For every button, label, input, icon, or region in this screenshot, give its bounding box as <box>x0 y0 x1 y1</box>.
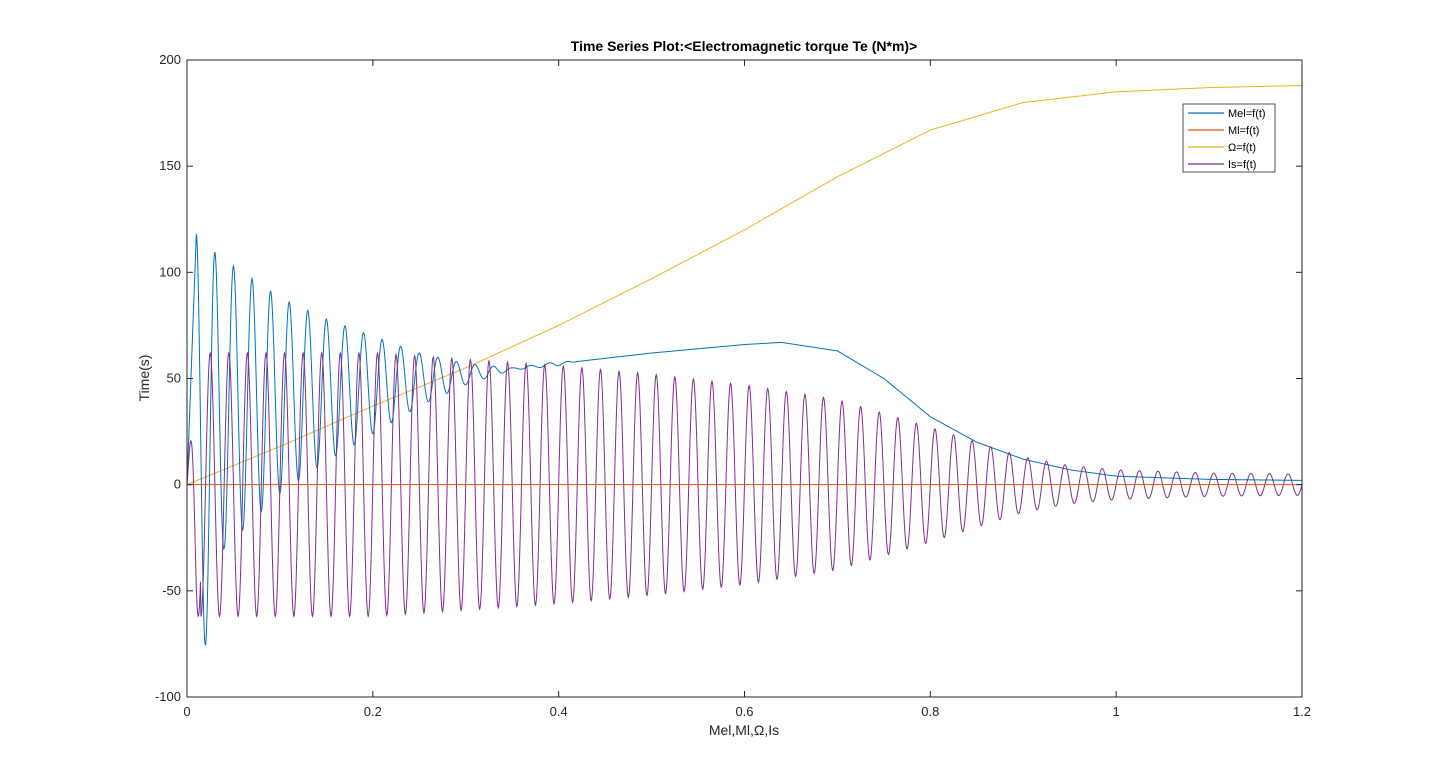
x-tick-label: 0.4 <box>550 704 568 719</box>
x-tick-label: 1 <box>1113 704 1120 719</box>
y-axis-label: Time(s) <box>136 355 152 402</box>
x-ticks: 0 0.2 0.4 0.6 0.8 1 1.2 <box>183 60 1311 719</box>
legend: Mel=f(t) Ml=f(t) Ω=f(t) Is=f(t) <box>1182 103 1276 173</box>
y-tick-label: 50 <box>167 371 181 386</box>
chart-title: Time Series Plot:<Electromagnetic torque… <box>571 38 917 54</box>
y-tick-label: 150 <box>159 158 181 173</box>
legend-item-mel: Mel=f(t) <box>1228 108 1266 120</box>
series-mel-line <box>186 234 1303 646</box>
x-tick-label: 0.6 <box>735 704 753 719</box>
legend-box <box>1182 103 1276 173</box>
x-tick-label: 0.8 <box>921 704 939 719</box>
y-ticks: -100 -50 0 50 100 150 200 <box>155 52 1302 704</box>
x-axis-label: Mel,Ml,Ω,Is <box>709 722 779 738</box>
series-group <box>186 84 1303 646</box>
plot-area <box>187 60 1302 697</box>
x-tick-label: 0 <box>183 704 190 719</box>
x-tick-label: 0.2 <box>364 704 382 719</box>
y-tick-label: 0 <box>174 477 181 492</box>
y-tick-label: 200 <box>159 52 181 67</box>
y-tick-label: -100 <box>155 689 181 704</box>
legend-item-omega: Ω=f(t) <box>1228 142 1256 154</box>
series-omega-line <box>186 84 1303 486</box>
legend-item-ml: Ml=f(t) <box>1228 125 1259 137</box>
y-tick-label: -50 <box>162 583 181 598</box>
x-tick-label: 1.2 <box>1293 704 1311 719</box>
legend-item-is: Is=f(t) <box>1228 159 1256 171</box>
y-tick-label: 100 <box>159 264 181 279</box>
